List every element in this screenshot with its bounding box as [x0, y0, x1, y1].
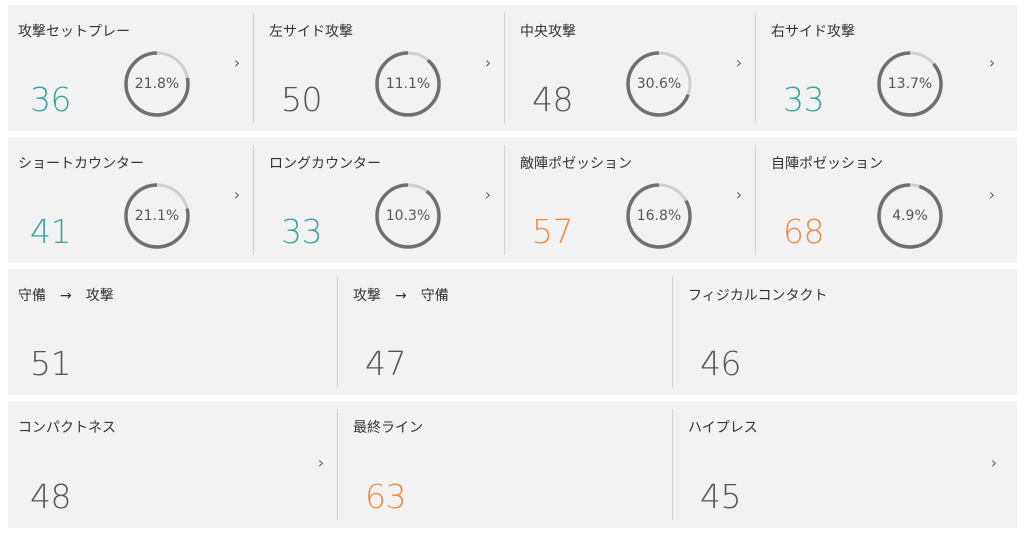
divider	[504, 13, 505, 123]
percent-ring: 4.9%	[875, 181, 945, 251]
percent-ring: 21.1%	[122, 181, 192, 251]
percent-text: 30.6%	[636, 76, 682, 92]
chevron-right-icon[interactable]: ›	[988, 185, 996, 204]
percent-ring: 13.7%	[875, 49, 945, 119]
percent-ring: 10.3%	[373, 181, 443, 251]
card-label: ショートカウンター	[18, 156, 144, 172]
divider	[504, 145, 505, 255]
card-label: 右サイド攻撃	[771, 24, 855, 40]
arrow-right-icon: →	[60, 288, 72, 304]
chevron-right-icon[interactable]: ›	[484, 53, 492, 72]
percent-text: 13.7%	[887, 76, 933, 92]
divider	[755, 13, 756, 123]
card-value: 41	[30, 212, 72, 251]
chevron-right-icon[interactable]: ›	[990, 453, 998, 472]
card-short-counter[interactable]: ショートカウンター 41 21.1% ›	[8, 137, 253, 263]
chevron-right-icon[interactable]: ›	[988, 53, 996, 72]
card-physical-contact[interactable]: フィジカルコンタクト 46	[678, 269, 1017, 395]
divider	[253, 13, 254, 123]
card-defense-to-attack[interactable]: 守備 → 攻撃 51	[8, 269, 337, 395]
card-value: 48	[532, 80, 574, 119]
card-value: 47	[365, 344, 407, 383]
percent-text: 16.8%	[636, 208, 682, 224]
chevron-right-icon[interactable]: ›	[317, 453, 325, 472]
percent-ring: 16.8%	[624, 181, 694, 251]
card-label: コンパクトネス	[18, 420, 116, 436]
card-value: 63	[365, 477, 407, 516]
label-from: 守備	[18, 288, 46, 304]
divider	[253, 145, 254, 255]
card-label: 左サイド攻撃	[269, 24, 353, 40]
transition-panel: 守備 → 攻撃 51 攻撃 → 守備 47 フィジカルコンタクト 46	[8, 269, 1017, 395]
card-value: 51	[30, 344, 72, 383]
label-from: 攻撃	[353, 288, 381, 304]
card-right-side-attack[interactable]: 右サイド攻撃 33 13.7% ›	[761, 5, 1017, 131]
card-label: 攻撃セットプレー	[18, 24, 130, 40]
percent-text: 4.9%	[892, 208, 928, 224]
card-label: 守備 → 攻撃	[18, 285, 114, 305]
card-opponent-half-possession[interactable]: 敵陣ポゼッション 57 16.8% ›	[510, 137, 755, 263]
percent-text: 10.3%	[385, 208, 431, 224]
percent-ring: 30.6%	[624, 49, 694, 119]
chevron-right-icon[interactable]: ›	[735, 185, 743, 204]
counter-possession-panel: ショートカウンター 41 21.1% › ロングカウンター 33 10.3% ›…	[8, 137, 1017, 263]
card-left-side-attack[interactable]: 左サイド攻撃 50 11.1% ›	[259, 5, 504, 131]
percent-text: 21.1%	[134, 208, 180, 224]
divider	[672, 409, 673, 520]
card-value: 36	[30, 80, 72, 119]
percent-ring: 21.8%	[122, 49, 192, 119]
card-label: ロングカウンター	[269, 156, 381, 172]
card-value: 48	[30, 477, 72, 516]
attack-types-panel: 攻撃セットプレー 36 21.8% › 左サイド攻撃 50 11.1% › 中央…	[8, 5, 1017, 131]
card-label: 中央攻撃	[520, 24, 576, 40]
card-value: 57	[532, 212, 574, 251]
card-value: 50	[281, 80, 323, 119]
chevron-right-icon[interactable]: ›	[233, 53, 241, 72]
divider	[672, 277, 673, 387]
arrow-right-icon: →	[395, 288, 407, 304]
card-value: 33	[783, 80, 825, 119]
card-compactness[interactable]: コンパクトネス 48 ›	[8, 401, 337, 528]
label-to: 攻撃	[85, 288, 114, 304]
defense-structure-panel: コンパクトネス 48 › 最終ライン 63 ハイプレス 45 ›	[8, 401, 1017, 528]
card-value: 33	[281, 212, 323, 251]
card-long-counter[interactable]: ロングカウンター 33 10.3% ›	[259, 137, 504, 263]
percent-ring: 11.1%	[373, 49, 443, 119]
card-attack-to-defense[interactable]: 攻撃 → 守備 47	[343, 269, 672, 395]
card-value: 46	[700, 344, 742, 383]
card-label: 最終ライン	[353, 420, 423, 436]
card-value: 68	[783, 212, 825, 251]
divider	[337, 277, 338, 387]
card-label: ハイプレス	[688, 420, 758, 436]
card-label: 攻撃 → 守備	[353, 285, 449, 305]
divider	[337, 409, 338, 520]
card-own-half-possession[interactable]: 自陣ポゼッション 68 4.9% ›	[761, 137, 1017, 263]
chevron-right-icon[interactable]: ›	[484, 185, 492, 204]
chevron-right-icon[interactable]: ›	[735, 53, 743, 72]
percent-text: 11.1%	[385, 76, 431, 92]
card-value: 45	[700, 477, 742, 516]
divider	[755, 145, 756, 255]
card-attack-setplay[interactable]: 攻撃セットプレー 36 21.8% ›	[8, 5, 253, 131]
card-label: フィジカルコンタクト	[688, 288, 828, 304]
label-to: 守備	[420, 288, 449, 304]
card-high-press[interactable]: ハイプレス 45 ›	[678, 401, 1017, 528]
card-central-attack[interactable]: 中央攻撃 48 30.6% ›	[510, 5, 755, 131]
card-label: 自陣ポゼッション	[771, 156, 883, 172]
card-label: 敵陣ポゼッション	[520, 156, 632, 172]
card-defensive-line[interactable]: 最終ライン 63	[343, 401, 672, 528]
percent-text: 21.8%	[134, 76, 180, 92]
chevron-right-icon[interactable]: ›	[233, 185, 241, 204]
